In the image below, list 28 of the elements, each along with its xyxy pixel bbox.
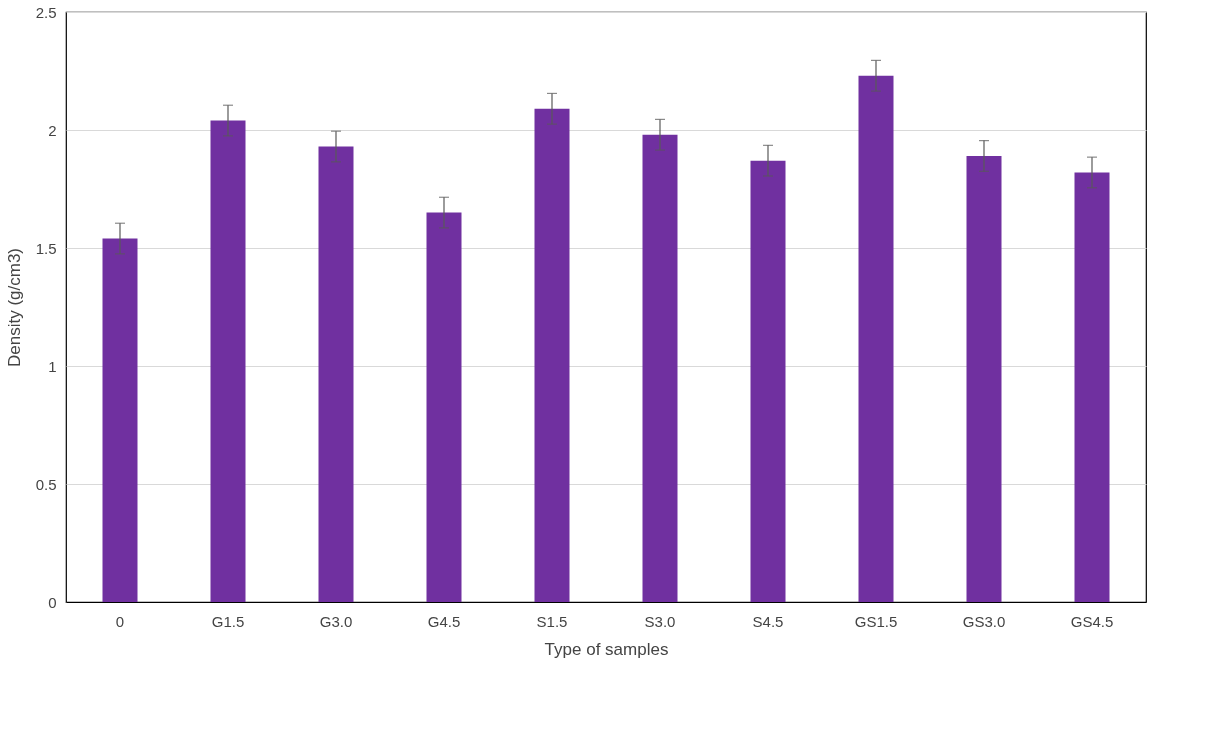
bar	[534, 108, 570, 602]
x-tick-label: GS1.5	[854, 612, 898, 630]
bar	[102, 238, 138, 602]
bar	[858, 75, 894, 602]
y-tick-label: 2.5	[35, 3, 57, 21]
y-tick-label: 0	[48, 593, 57, 611]
y-tick-label: 0.5	[35, 475, 57, 493]
bar	[642, 134, 678, 602]
bar	[966, 155, 1002, 602]
y-tick-label: 2	[48, 121, 57, 139]
x-tick-label: G1.5	[211, 612, 245, 630]
bar	[210, 120, 246, 602]
y-axis-title: Density (g/cm3)	[4, 247, 24, 368]
x-tick-label: S4.5	[752, 612, 784, 630]
x-tick-label: S1.5	[536, 612, 568, 630]
y-tick-label: 1.5	[35, 239, 57, 257]
bar	[750, 160, 786, 602]
x-tick-label: G3.0	[319, 612, 353, 630]
bar	[426, 212, 462, 602]
y-tick-label: 1	[48, 357, 57, 375]
x-tick-label: GS4.5	[1070, 612, 1114, 630]
x-tick-label: S3.0	[644, 612, 676, 630]
x-axis-title: Type of samples	[544, 639, 669, 659]
x-tick-label: G4.5	[427, 612, 461, 630]
x-tick-label: GS3.0	[962, 612, 1006, 630]
bar	[1074, 172, 1110, 602]
x-tick-label: 0	[115, 612, 125, 630]
bar	[318, 146, 354, 602]
